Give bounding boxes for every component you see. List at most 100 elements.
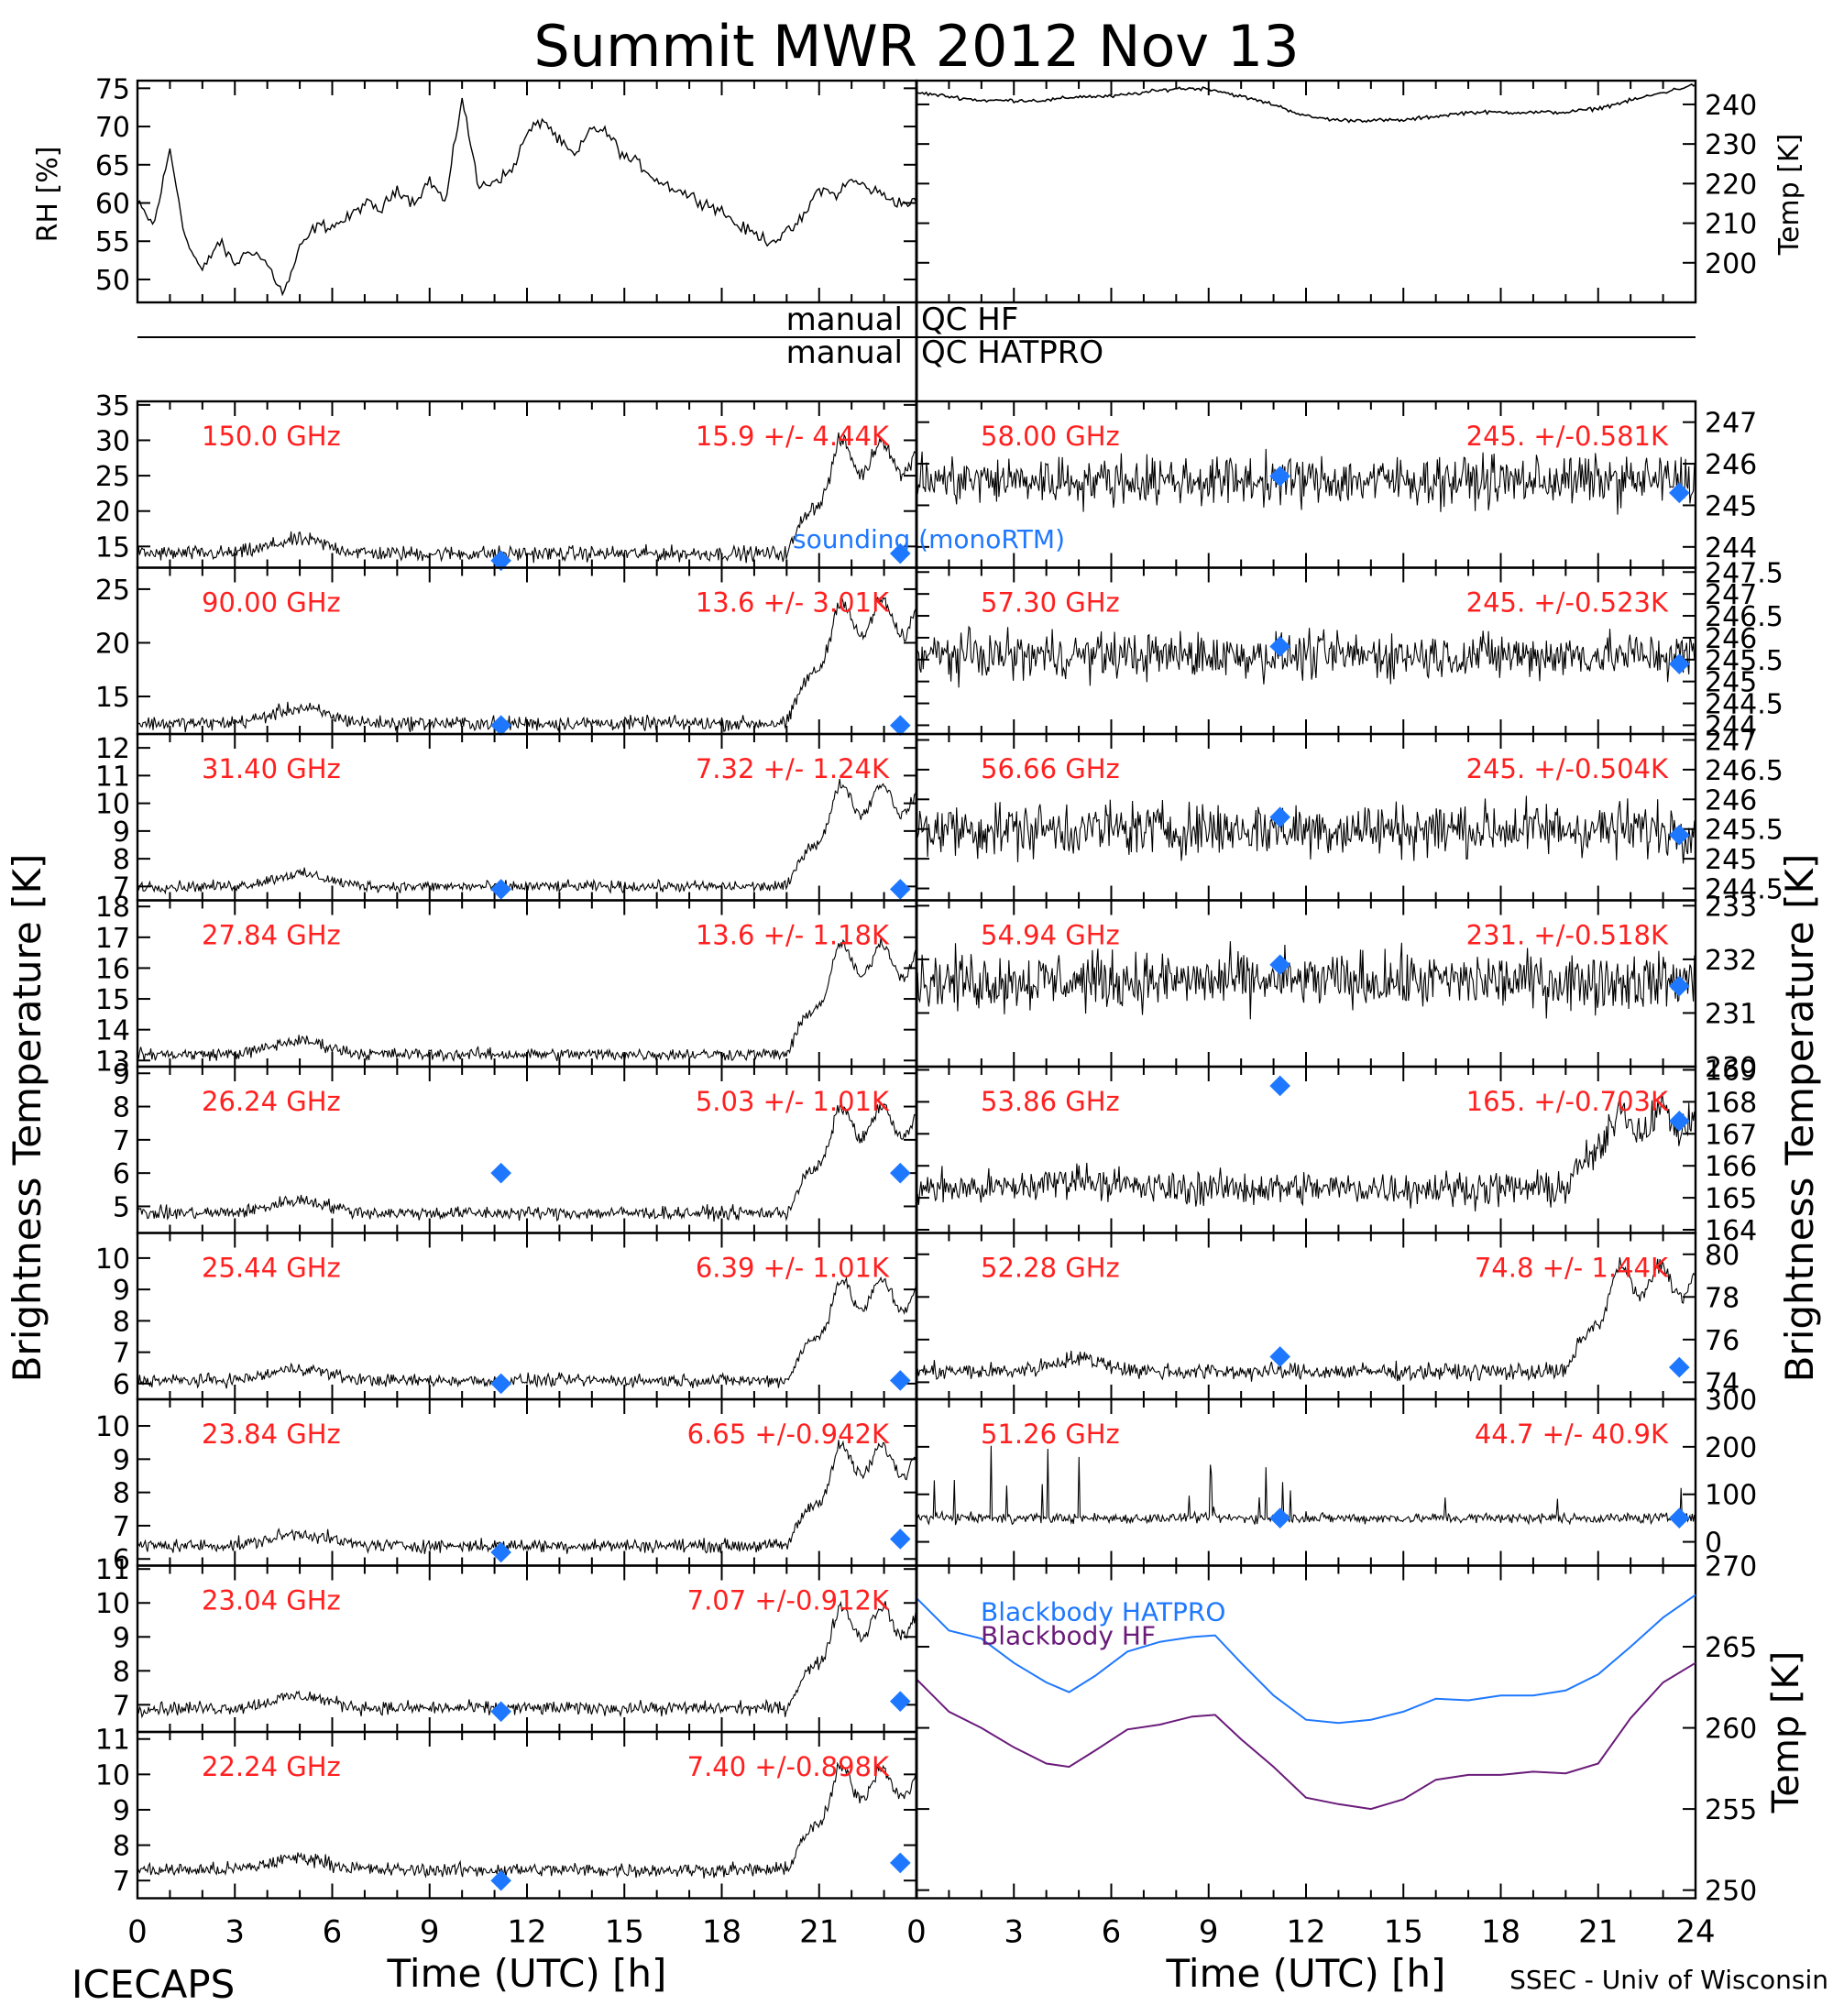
y-tick-label: 210: [1705, 209, 1757, 241]
y-tick-label: 30: [95, 425, 130, 457]
y-tick-label: 6: [113, 1158, 130, 1190]
ch5494-series-line: [916, 941, 1696, 1020]
ch2624-panel-xticks: [137, 1067, 917, 1233]
y-tick-label: 9: [113, 1275, 130, 1307]
y-tick-label: 60: [95, 189, 130, 221]
qc-hf-label: QC HF: [921, 301, 1018, 338]
x-tick-label: 15: [1384, 1914, 1423, 1951]
ch2304-sounding-point: [889, 1691, 911, 1712]
ch5666-frequency-label: 56.66 GHz: [981, 753, 1120, 784]
ch2384-frequency-label: 23.84 GHz: [202, 1419, 341, 1450]
y-tick-label: 246.5: [1705, 601, 1784, 633]
blackbody-series-1-line: [916, 1661, 1696, 1811]
ch2544-frequency-label: 25.44 GHz: [202, 1253, 341, 1284]
y-tick-label: 246: [1705, 784, 1757, 816]
blackbody-panel-xticks: [916, 1565, 1696, 1899]
y-tick-label: 12: [95, 733, 130, 765]
y-axis-label-right: Brightness Temperature [K]: [1777, 854, 1822, 1383]
y-tick-label: 245.5: [1705, 815, 1784, 847]
y-tick-label: 25: [95, 461, 130, 493]
x-tick-label: 12: [1286, 1914, 1325, 1951]
ch5126-yticks: 0 100 200 300: [916, 1385, 1757, 1560]
ch150-sounding-point: [889, 542, 911, 564]
x-tick-label: 9: [420, 1914, 440, 1951]
footer-left: ICECAPS: [71, 1962, 235, 2007]
y-tick-label: 10: [95, 1411, 130, 1443]
y-tick-label: 7: [113, 1866, 130, 1898]
y-tick-label: 245: [1705, 844, 1757, 876]
y-tick-label: 244.5: [1705, 874, 1784, 906]
y-tick-label: 14: [95, 1015, 130, 1047]
ch5386-sounding-point: [1668, 1111, 1690, 1132]
ch5494-frequency-label: 54.94 GHz: [981, 920, 1120, 951]
ch90-series-line: [137, 597, 917, 733]
x-axis-label-left: Time (UTC) [h]: [387, 1951, 667, 1996]
blackbody-yticks: 250 255 260 265 270: [916, 1551, 1757, 1908]
ch5730-frequency-label: 57.30 GHz: [981, 587, 1120, 619]
y-tick-label: 8: [113, 1831, 130, 1863]
ch2624-frequency-label: 26.24 GHz: [202, 1086, 341, 1117]
ch2304-frequency-label: 23.04 GHz: [202, 1585, 341, 1616]
y-tick-label: 247.5: [1705, 557, 1784, 589]
rh-series-line: [137, 97, 917, 297]
y-tick-label: 80: [1705, 1240, 1740, 1272]
ch5494-stats-label: 231. +/-0.518K: [1466, 920, 1669, 951]
ch5730-sounding-point: [1269, 636, 1290, 657]
ch2624-sounding-point: [889, 1162, 911, 1184]
ch150-stats-label: 15.9 +/- 4.44K: [696, 421, 890, 452]
y-tick-label: 9: [113, 1622, 130, 1654]
ch5730-stats-label: 245. +/-0.523K: [1466, 587, 1669, 619]
ch150-sounding-point: [490, 550, 511, 572]
ch58-sounding-point: [1668, 482, 1690, 504]
y-tick-label: 50: [95, 265, 130, 297]
ch5386-frequency-label: 53.86 GHz: [981, 1086, 1120, 1117]
y-tick-label: 8: [113, 1092, 130, 1124]
y-tick-label: 164: [1705, 1215, 1757, 1247]
y-tick-label: 65: [95, 150, 130, 182]
y-tick-label: 166: [1705, 1151, 1757, 1183]
rh-axis-label: RH [%]: [32, 147, 64, 243]
y-tick-label: 244: [1705, 710, 1757, 742]
ch90-yticks: 15 20 25: [95, 575, 916, 714]
ch5666-sounding-point: [1668, 824, 1690, 846]
y-tick-label: 200: [1705, 1432, 1757, 1464]
x-tick-label: 0: [127, 1914, 148, 1951]
y-tick-label: 200: [1705, 248, 1757, 280]
y-tick-label: 18: [95, 892, 130, 924]
y-tick-label: 247: [1705, 725, 1757, 757]
ch2384-sounding-point: [889, 1528, 911, 1550]
footer-right: SSEC - Univ of Wisconsin: [1509, 1965, 1828, 1995]
y-tick-label: 9: [113, 816, 130, 849]
ch5126-series-line: [916, 1445, 1696, 1526]
x-tick-label: 9: [1199, 1914, 1219, 1951]
ch31-frequency-label: 31.40 GHz: [202, 753, 341, 784]
y-tick-label: 255: [1705, 1794, 1757, 1826]
x-tick-labels: 0 0 3 3 6 6 9 9 12 12 15 15 18 18 21 21 24: [127, 1914, 1715, 1951]
y-axis-label-left: Brightness Temperature [K]: [5, 854, 49, 1383]
y-tick-label: 7: [113, 1338, 130, 1370]
y-tick-label: 10: [95, 789, 130, 821]
ch5126-sounding-point: [1269, 1507, 1290, 1528]
x-tick-label: 21: [799, 1914, 839, 1951]
ch31-sounding-point: [490, 879, 511, 900]
x-tick-label: 0: [906, 1914, 927, 1951]
ch5666-sounding-point: [1269, 806, 1290, 828]
qc-manual-1: manual: [786, 301, 903, 338]
y-tick-label: 17: [95, 923, 130, 955]
rh-yticks: 50 55 60 65 70 75: [95, 73, 916, 297]
y-tick-label: 10: [95, 1588, 130, 1620]
y-tick-label: 70: [95, 112, 130, 144]
ch58-yticks: 244 245 246 247: [916, 408, 1757, 564]
y-tick-label: 168: [1705, 1087, 1757, 1119]
y-tick-label: 245: [1705, 490, 1757, 522]
y-tick-label: 270: [1705, 1551, 1757, 1583]
ch5494-sounding-point: [1668, 975, 1690, 997]
